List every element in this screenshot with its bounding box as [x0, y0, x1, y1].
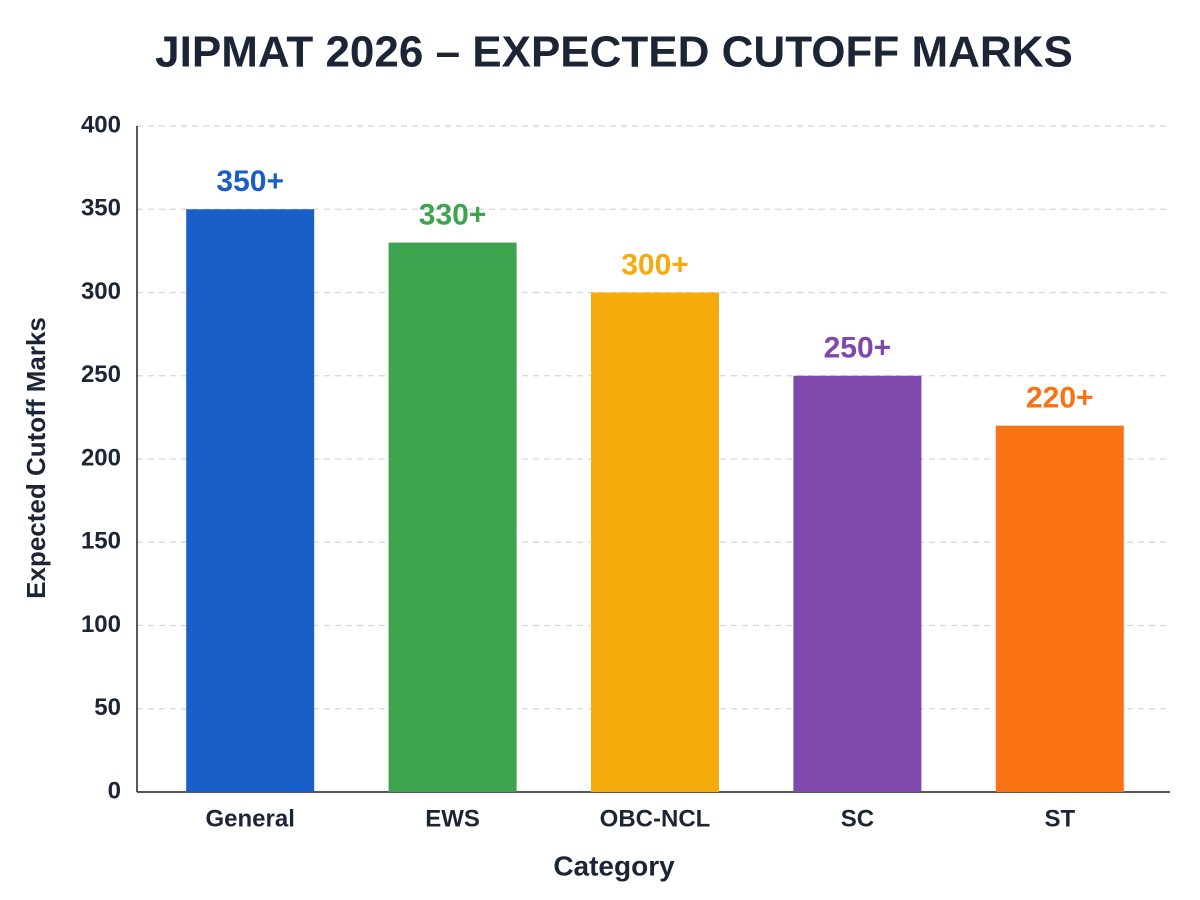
bar	[186, 209, 315, 792]
x-tick-label: SC	[841, 805, 874, 832]
value-label: 220+	[1026, 382, 1094, 415]
value-label: 300+	[621, 248, 689, 281]
y-tick-label: 0	[108, 777, 121, 804]
bar	[995, 425, 1124, 792]
value-label: 330+	[419, 198, 487, 231]
x-tick-label: EWS	[425, 805, 480, 832]
y-tick-label: 100	[81, 611, 121, 638]
value-label: 350+	[216, 165, 284, 198]
bar	[388, 242, 517, 793]
y-tick-label: 400	[81, 111, 121, 138]
x-tick-label: OBC-NCL	[600, 805, 711, 832]
y-tick-label: 50	[94, 694, 121, 721]
x-axis-label: Category	[553, 850, 675, 881]
y-tick-label: 250	[81, 361, 121, 388]
y-tick-label: 150	[81, 528, 121, 555]
chart-title: JIPMAT 2026 – EXPECTED CUTOFF MARKS	[155, 28, 1073, 77]
value-label: 250+	[824, 332, 892, 365]
bar	[591, 292, 719, 792]
y-tick-label: 300	[81, 278, 121, 305]
x-tick-label: ST	[1044, 805, 1075, 832]
y-tick-label: 350	[81, 195, 121, 222]
y-tick-label: 200	[81, 444, 121, 471]
bar	[793, 375, 922, 792]
y-axis-label: Expected Cutoff Marks	[21, 317, 51, 599]
x-tick-label: General	[206, 805, 295, 832]
